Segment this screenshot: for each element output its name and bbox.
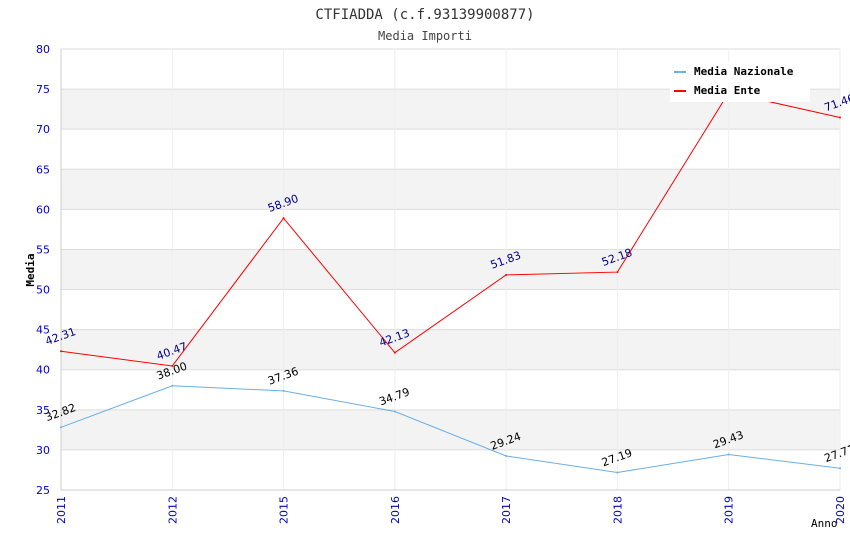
y-tick-label: 25 [36, 484, 50, 497]
y-tick-labels: 25 30 35 40 45 50 55 60 65 70 75 80 [36, 43, 50, 497]
data-point [171, 384, 174, 387]
data-point [171, 364, 174, 367]
y-axis-label: Media [24, 253, 37, 286]
x-tick-label: 2016 [389, 496, 402, 524]
y-tick-label: 65 [36, 163, 50, 176]
data-point [282, 389, 285, 392]
y-tick-label: 40 [36, 364, 50, 377]
y-tick-label: 70 [36, 123, 50, 136]
legend-background [670, 62, 810, 102]
data-point [616, 471, 619, 474]
x-tick-label: 2017 [500, 496, 513, 524]
x-axis-label: Anno [811, 517, 838, 530]
chart-subtitle: Media Importi [378, 29, 472, 43]
grid-band [61, 409, 840, 450]
data-point [60, 350, 62, 353]
data-point [60, 426, 62, 429]
y-tick-label: 50 [36, 284, 50, 297]
y-tick-label: 80 [36, 43, 50, 56]
series-line-media-nazionale [60, 385, 841, 473]
x-tick-label: 2011 [55, 496, 68, 524]
chart-title: CTFIADDA (c.f.93139900877) [315, 7, 534, 23]
x-tick-label: 2020 [834, 496, 847, 524]
x-tick-label: 2019 [723, 496, 736, 524]
grid-band [61, 169, 840, 210]
grid-lines [60, 48, 841, 491]
grid-band [61, 249, 840, 290]
legend: Media Nazionale Media Ente [670, 62, 810, 102]
x-tick-label: 2018 [611, 496, 624, 524]
legend-label-media-nazionale: Media Nazionale [694, 65, 794, 78]
x-tick-labels: 2011 2012 2015 2016 2017 2018 2019 2020 [55, 496, 847, 524]
x-tick-label: 2015 [278, 496, 291, 524]
x-tick-label: 2012 [166, 496, 179, 524]
y-tick-label: 55 [36, 243, 50, 256]
data-point [727, 453, 730, 456]
series-line-media-ente [60, 92, 841, 367]
y-tick-label: 30 [36, 444, 50, 457]
data-point [282, 217, 285, 220]
y-tick-label: 75 [36, 83, 50, 96]
legend-label-media-ente: Media Ente [694, 84, 761, 97]
data-point [505, 273, 508, 276]
data-point [839, 116, 841, 119]
data-point [393, 351, 396, 354]
y-tick-label: 45 [36, 324, 50, 337]
data-point [393, 410, 396, 413]
data-point [839, 467, 841, 470]
y-tick-label: 60 [36, 203, 50, 216]
grid-band [61, 329, 840, 370]
background-bands [61, 89, 840, 450]
y-tick-label: 35 [36, 404, 50, 417]
data-point [505, 455, 508, 458]
data-point [616, 271, 619, 274]
